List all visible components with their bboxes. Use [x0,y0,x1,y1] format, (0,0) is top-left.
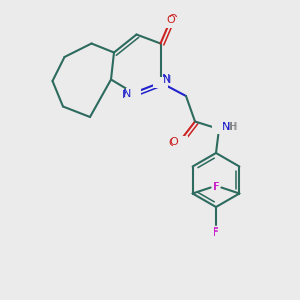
Text: N: N [123,88,131,99]
Text: F: F [213,226,219,237]
Text: O: O [167,15,176,25]
Text: O: O [169,136,178,147]
FancyBboxPatch shape [126,88,141,98]
FancyBboxPatch shape [162,17,177,28]
Text: F: F [213,182,219,193]
Text: H: H [229,122,236,133]
FancyBboxPatch shape [172,136,188,146]
FancyBboxPatch shape [153,77,168,88]
Text: N: N [122,89,130,100]
Text: F: F [213,182,219,193]
Text: H: H [230,122,237,133]
Text: N: N [163,75,171,85]
Text: N: N [221,122,230,133]
Text: N: N [162,74,171,85]
Text: O: O [168,137,177,148]
Text: F: F [213,182,218,193]
Text: F: F [213,227,219,238]
Text: F: F [214,182,219,193]
FancyBboxPatch shape [212,124,226,134]
Text: N: N [222,122,231,133]
Text: O: O [168,14,177,25]
